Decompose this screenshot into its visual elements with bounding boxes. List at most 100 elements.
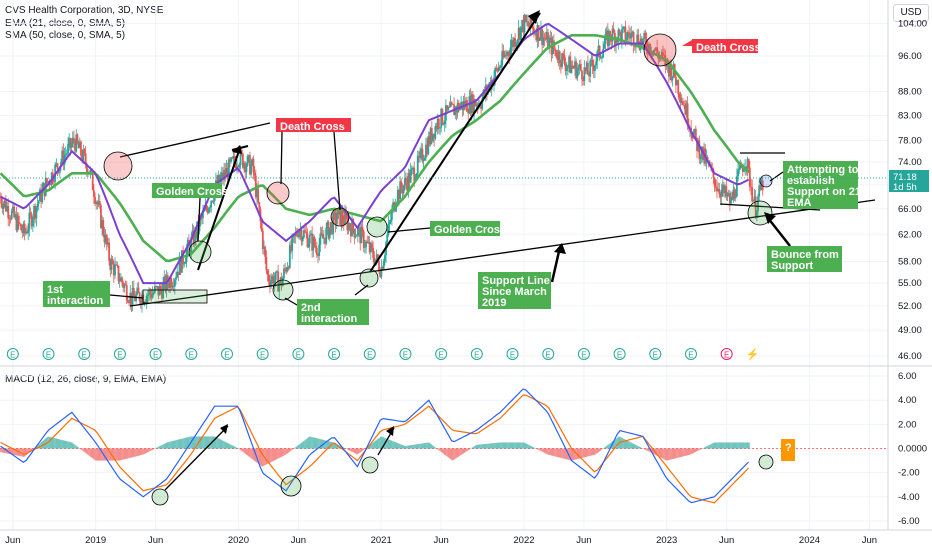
candle-body <box>568 56 571 66</box>
price-tick-label: 78.00 <box>898 136 922 147</box>
macd-histogram-bar <box>742 442 745 449</box>
candle-body <box>748 167 751 187</box>
earnings-letter: E <box>260 351 265 360</box>
candle-body <box>231 157 234 159</box>
macd-histogram-bar <box>3 448 5 453</box>
candle-body <box>234 162 237 169</box>
candle-body <box>598 45 601 58</box>
candle-body <box>195 229 197 239</box>
macd-histogram-bar <box>417 444 420 449</box>
macd-histogram-bar <box>406 445 409 449</box>
macd-histogram-bar <box>478 444 481 449</box>
macd-tick-label: 6.00 <box>898 371 917 382</box>
candle-body <box>447 107 450 111</box>
macd-histogram-bar <box>645 448 647 450</box>
macd-histogram-bar <box>122 448 125 460</box>
macd-histogram-bar <box>600 448 603 451</box>
macd-histogram-bar <box>511 442 513 449</box>
candle-body <box>12 206 14 211</box>
candle-body <box>315 247 318 255</box>
candle-body <box>354 235 357 238</box>
candle-body <box>306 233 309 248</box>
candle-body <box>669 63 671 77</box>
candle-body <box>224 170 227 176</box>
macd-histogram-bar <box>85 448 87 454</box>
pointer-line <box>197 197 201 242</box>
candle-body <box>617 29 620 43</box>
candle-body <box>347 223 350 231</box>
macd-histogram-bar <box>490 443 492 449</box>
macd-histogram-bar <box>648 448 651 452</box>
candle-body <box>699 156 702 159</box>
candle-body <box>719 193 722 198</box>
macd-histogram-bar <box>25 448 28 456</box>
candle-body <box>489 82 492 90</box>
macd-legend[interactable]: MACD (12, 26, close, 9, EMA, EMA) <box>5 374 167 385</box>
candle-body <box>396 190 399 204</box>
macd-histogram-bar <box>217 438 220 449</box>
macd-histogram-bar <box>117 448 119 461</box>
macd-histogram-bar <box>262 448 265 467</box>
earnings-letter: E <box>153 351 158 360</box>
macd-histogram-bar <box>359 448 362 453</box>
macd-histogram-bar <box>73 444 76 449</box>
macd-histogram-bar <box>235 447 238 449</box>
candle-body <box>576 69 579 79</box>
currency-button[interactable]: USD <box>893 4 929 22</box>
earnings-icon <box>363 348 376 360</box>
candle-body <box>233 155 236 163</box>
macd-histogram-bar <box>581 448 584 458</box>
candle-body <box>16 215 19 231</box>
candle-body <box>682 101 684 106</box>
macd-histogram-bar <box>419 443 422 449</box>
macd-histogram-bar <box>47 436 50 449</box>
candle-body <box>14 214 17 218</box>
macd-histogram-bar <box>32 448 35 450</box>
macd-histogram-bar <box>486 443 489 449</box>
candle-body <box>471 94 474 113</box>
candle-body <box>31 219 34 227</box>
candle-body <box>683 105 685 106</box>
candle-body <box>551 40 554 55</box>
macd-histogram-bar <box>215 437 218 449</box>
candle-body <box>145 295 148 303</box>
candle-body <box>158 286 161 296</box>
macd-histogram-bar <box>113 448 116 461</box>
highlight-circle <box>266 181 290 205</box>
macd-histogram-bar <box>59 439 62 449</box>
candle-body <box>599 57 602 59</box>
macd-histogram-bar <box>254 448 256 462</box>
macd-histogram-bar <box>524 442 526 449</box>
macd-histogram-bar <box>500 442 503 449</box>
ema-line <box>0 22 750 285</box>
earnings-icon <box>113 348 126 360</box>
attempting-label-text: EMA <box>787 197 812 209</box>
macd-histogram-bar <box>479 444 482 449</box>
sma-legend[interactable]: SMA (50, close, 0, SMA, 5) <box>5 30 126 41</box>
candle-body <box>577 67 580 70</box>
candle-body <box>368 242 371 253</box>
candle-body <box>36 203 39 207</box>
macd-histogram-bar <box>303 440 306 449</box>
candle-body <box>632 32 635 47</box>
candle-body <box>196 221 199 239</box>
candle-body <box>85 163 88 173</box>
macd-histogram-bar <box>707 445 709 449</box>
macd-histogram-bar <box>445 448 448 456</box>
macd-histogram-bar <box>98 448 100 461</box>
candle-body <box>326 222 329 228</box>
macd-histogram-bar <box>389 440 391 449</box>
macd-histogram-bar <box>550 448 552 456</box>
candle-body <box>399 181 402 200</box>
macd-histogram-bar <box>0 448 3 453</box>
macd-histogram-bar <box>78 447 80 449</box>
macd-histogram-bar <box>7 448 10 454</box>
macd-histogram-bar <box>457 448 459 457</box>
macd-histogram-bar <box>318 438 321 449</box>
candle-body <box>584 67 587 71</box>
macd-histogram-bar <box>425 442 428 449</box>
macd-histogram-bar <box>140 448 143 456</box>
macd-histogram-bar <box>613 440 615 449</box>
macd-histogram-bar <box>706 446 708 449</box>
